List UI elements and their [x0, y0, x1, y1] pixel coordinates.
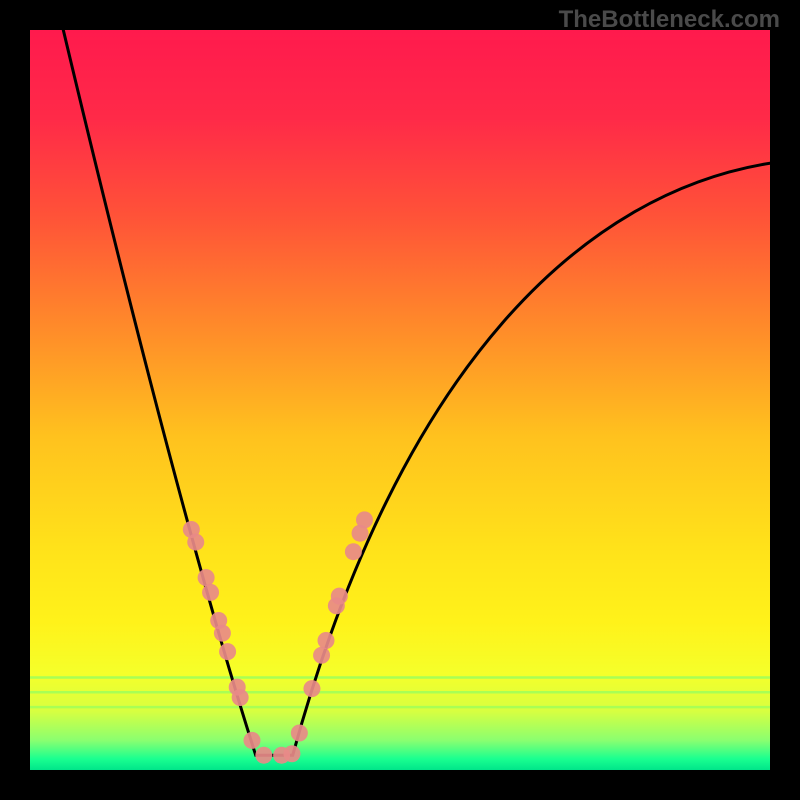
chart-container: TheBottleneck.com: [0, 0, 800, 800]
data-marker: [198, 569, 215, 586]
data-marker: [255, 747, 272, 764]
data-marker: [219, 643, 236, 660]
data-marker: [345, 543, 362, 560]
plot-area: [30, 30, 770, 770]
data-marker: [187, 534, 204, 551]
data-marker: [291, 725, 308, 742]
gradient-background: [30, 30, 770, 770]
data-marker: [244, 732, 261, 749]
data-marker: [214, 625, 231, 642]
data-marker: [318, 632, 335, 649]
data-marker: [303, 680, 320, 697]
watermark-text: TheBottleneck.com: [559, 6, 780, 34]
data-marker: [232, 689, 249, 706]
data-marker: [202, 584, 219, 601]
data-marker: [356, 511, 373, 528]
data-marker: [283, 745, 300, 762]
data-marker: [313, 647, 330, 664]
chart-svg: [30, 30, 770, 770]
data-marker: [331, 588, 348, 605]
